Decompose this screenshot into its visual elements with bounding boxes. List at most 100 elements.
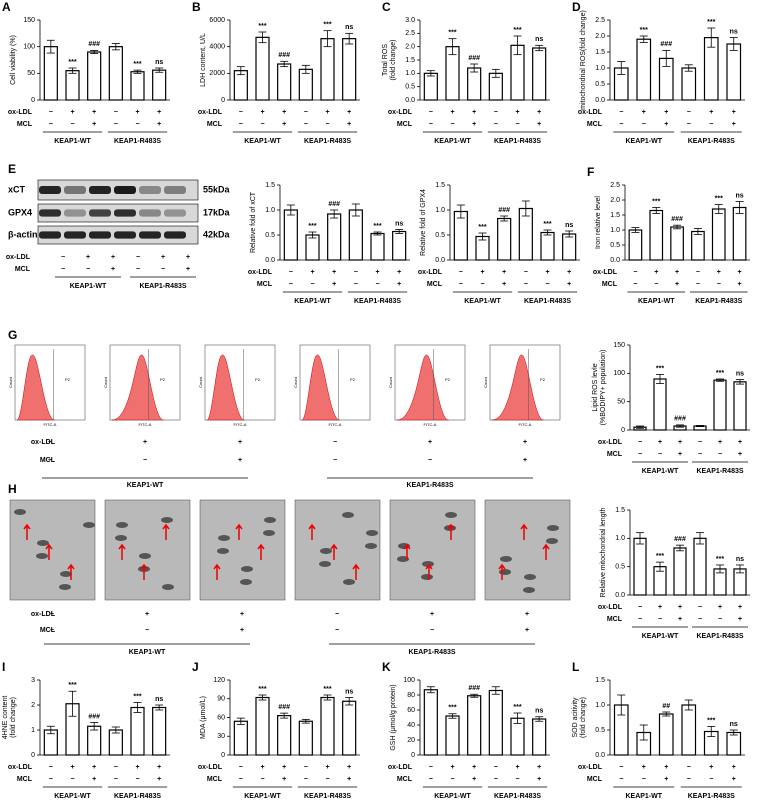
error-bar xyxy=(301,718,310,724)
panel-label: E xyxy=(8,162,16,176)
y-tick-label: 0 xyxy=(621,427,625,434)
blot-band xyxy=(139,186,161,194)
treatment-name: ox-LDL xyxy=(598,439,623,446)
significance: *** xyxy=(373,223,381,230)
treatment-sign: + xyxy=(240,627,244,634)
treatment-sign: + xyxy=(472,121,476,128)
treatment-sign: + xyxy=(450,109,454,116)
y-tick-label: 1.0 xyxy=(435,207,445,214)
treatment-sign: − xyxy=(494,776,498,783)
error-bar xyxy=(707,27,716,48)
error-bar xyxy=(639,35,648,43)
y-tick-label: 80 xyxy=(407,692,415,699)
treatment-sign: + xyxy=(658,604,662,611)
bar xyxy=(327,213,342,261)
treatment-sign: − xyxy=(310,281,314,288)
error-bar xyxy=(155,704,164,711)
treatment-sign: − xyxy=(304,776,308,783)
significance: *** xyxy=(513,704,521,711)
treatment-sign: + xyxy=(70,764,74,771)
treatment-sign: − xyxy=(239,121,243,128)
error-bar xyxy=(662,711,671,717)
tem-organelle xyxy=(59,584,71,590)
treatment-sign: + xyxy=(523,439,527,446)
treatment-name: ox-LDL xyxy=(388,109,413,116)
y-tick-label: 2.5 xyxy=(595,17,605,24)
treatment-sign: + xyxy=(332,269,336,276)
tem-arrow xyxy=(67,563,75,580)
error-bar xyxy=(478,232,487,241)
error-bar xyxy=(301,64,310,74)
significance: ns xyxy=(736,370,744,377)
tem-arrow xyxy=(213,563,221,580)
treatment-sign: − xyxy=(136,266,140,273)
flow-histogram xyxy=(16,354,55,421)
tem-organelle xyxy=(263,530,275,536)
treatment-sign: + xyxy=(325,764,329,771)
treatment-sign: − xyxy=(450,776,454,783)
treatment-sign: − xyxy=(428,457,432,464)
treatment-sign: + xyxy=(157,776,161,783)
group-name: KEAP1-R483S xyxy=(408,649,455,656)
treatment-sign: − xyxy=(61,254,65,261)
y-tick-label: 2.5 xyxy=(405,30,415,37)
flow-histogram xyxy=(491,354,544,421)
error-bar xyxy=(286,204,295,216)
treatment-sign: + xyxy=(738,451,742,458)
bar xyxy=(658,713,674,756)
treatment-sign: + xyxy=(675,281,679,288)
treatment-sign: + xyxy=(325,109,329,116)
error-bar xyxy=(323,694,332,701)
y-tick-label: 60 xyxy=(217,714,225,721)
error-bar xyxy=(684,64,693,72)
significance: ns xyxy=(730,721,738,728)
significance: *** xyxy=(133,693,141,700)
treatment-sign: + xyxy=(664,764,668,771)
error-bar xyxy=(673,224,682,230)
protein-size: 42kDa xyxy=(203,229,231,239)
error-bar xyxy=(729,37,738,51)
treatment-sign: − xyxy=(717,281,721,288)
treatment-sign: − xyxy=(658,616,662,623)
group-name: KEAP1-WT xyxy=(434,138,471,145)
y-tick-label: 60 xyxy=(407,707,415,714)
y-tick-label: 0.0 xyxy=(435,257,445,264)
panel-label: C xyxy=(382,0,391,14)
bar xyxy=(693,537,707,596)
treatment-sign: − xyxy=(143,457,147,464)
treatment-sign: − xyxy=(335,627,339,634)
tem-image xyxy=(484,499,571,601)
error-bar xyxy=(521,200,530,217)
tem-organelle xyxy=(524,574,536,580)
gate-label: P2 xyxy=(255,377,261,382)
y-tick-label: 1.5 xyxy=(265,182,275,189)
treatment-sign: + xyxy=(157,764,161,771)
y-tick-label: 90 xyxy=(217,696,225,703)
tem-image xyxy=(104,499,191,601)
treatment-sign: + xyxy=(430,611,434,618)
error-bar xyxy=(491,686,500,695)
treatment-sign: − xyxy=(304,121,308,128)
y-tick-label: 1.5 xyxy=(435,182,445,189)
error-bar xyxy=(656,374,664,384)
treatment-sign: − xyxy=(289,269,293,276)
treatment-sign: + xyxy=(143,439,147,446)
treatment-sign: − xyxy=(698,439,702,446)
blot-band xyxy=(139,209,161,217)
tem-image xyxy=(199,499,286,601)
treatment-sign: − xyxy=(638,439,642,446)
y-tick-label: 1.0 xyxy=(595,702,605,709)
treatment-sign: − xyxy=(494,109,498,116)
error-bar xyxy=(68,690,77,717)
error-bar xyxy=(684,699,693,711)
error-bar xyxy=(500,215,509,222)
group-name: KEAP1-WT xyxy=(127,482,164,489)
error-bar xyxy=(280,712,289,719)
tem-arrow xyxy=(308,523,316,540)
bar xyxy=(320,696,335,756)
treatment-sign: − xyxy=(642,776,646,783)
treatment-sign: + xyxy=(545,269,549,276)
bar xyxy=(43,46,58,101)
treatment-sign: + xyxy=(525,611,529,618)
error-bar xyxy=(736,564,744,574)
